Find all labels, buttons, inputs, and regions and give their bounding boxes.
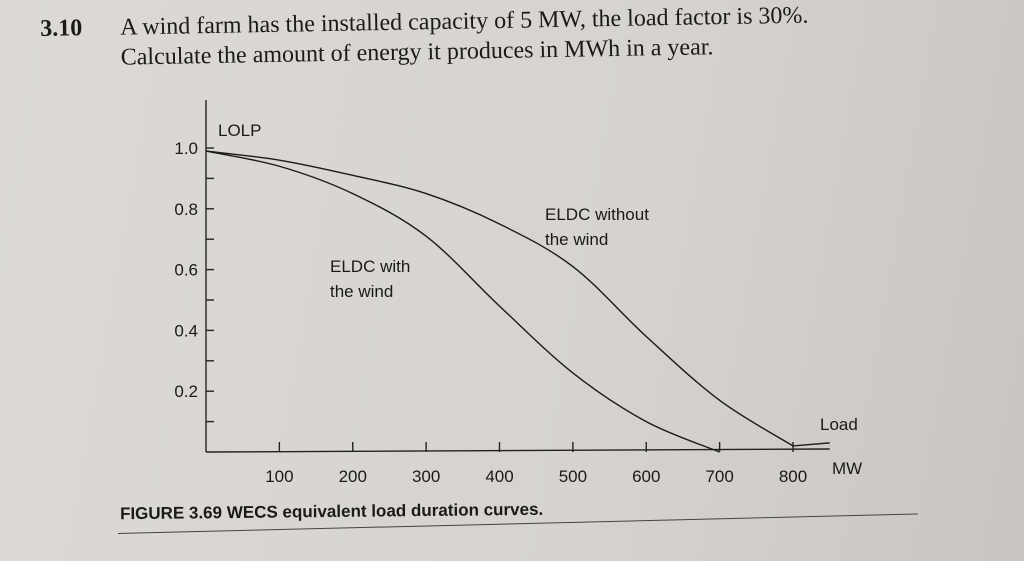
x-axis-unit: MW xyxy=(832,459,862,478)
y-tick-label: 0.6 xyxy=(174,261,198,280)
x-tick-label: 500 xyxy=(559,467,587,486)
y-tick-label: 0.2 xyxy=(174,382,198,401)
x-axis-label: Load xyxy=(820,415,858,434)
x-tick-label: 400 xyxy=(485,467,513,486)
curve-tail xyxy=(792,442,830,447)
y-axis-label: LOLP xyxy=(218,121,261,140)
x-tick-label: 100 xyxy=(265,467,293,486)
series-line-without-wind xyxy=(205,150,794,447)
series-label: ELDC without xyxy=(545,205,649,224)
y-tick-label: 0.8 xyxy=(174,200,198,219)
y-tick-label: 1.0 xyxy=(174,139,198,158)
series-line-with-wind xyxy=(205,150,720,453)
series-label: the wind xyxy=(545,230,608,249)
y-tick-label: 0.4 xyxy=(174,321,198,340)
x-axis xyxy=(205,448,830,453)
series-label: the wind xyxy=(330,282,393,301)
x-tick-label: 300 xyxy=(412,467,440,486)
x-tick-label: 600 xyxy=(632,467,660,486)
x-tick-label: 700 xyxy=(705,467,733,486)
x-tick-label: 800 xyxy=(779,467,807,486)
series-label: ELDC with xyxy=(330,257,410,276)
x-tick-label: 200 xyxy=(339,467,367,486)
